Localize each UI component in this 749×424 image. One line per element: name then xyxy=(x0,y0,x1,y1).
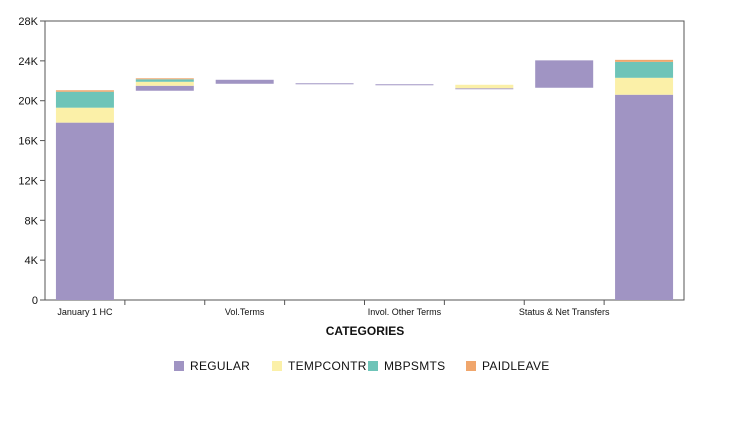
bar-tempcontr-5 xyxy=(455,84,514,89)
bar-paidleave-0 xyxy=(55,90,114,92)
bar-regular-4 xyxy=(375,84,434,86)
x-category-label: January 1 HC xyxy=(57,307,113,317)
legend-swatch-mbpsmts xyxy=(368,361,378,371)
y-tick-label: 4K xyxy=(25,255,39,267)
bar-regular-1 xyxy=(135,85,194,91)
bar-mbpsmts-7 xyxy=(615,61,674,78)
x-category-label: Status & Net Transfers xyxy=(519,307,610,317)
x-axis-title: CATEGORIES xyxy=(326,324,404,338)
y-tick-label: 8K xyxy=(25,215,39,227)
bar-regular-5 xyxy=(455,88,514,90)
legend-swatch-regular xyxy=(174,361,184,371)
x-category-label: Vol.Terms xyxy=(225,307,265,317)
legend-label-mbpsmts: MBPSMTS xyxy=(384,359,445,373)
legend-swatch-paidleave xyxy=(466,361,476,371)
bar-regular-3 xyxy=(295,83,354,85)
y-tick-label: 20K xyxy=(18,96,38,108)
bar-mbpsmts-0 xyxy=(55,91,114,108)
bar-tempcontr-7 xyxy=(615,77,674,95)
legend-label-tempcontr: TEMPCONTR xyxy=(288,359,367,373)
y-tick-label: 12K xyxy=(18,175,38,187)
y-tick-label: 28K xyxy=(18,16,38,28)
y-tick-label: 16K xyxy=(18,136,38,148)
bar-regular-6 xyxy=(535,60,594,88)
bar-tempcontr-1 xyxy=(135,81,194,86)
y-tick-label: 24K xyxy=(18,56,38,68)
bar-regular-2 xyxy=(215,79,274,84)
legend-label-paidleave: PAIDLEAVE xyxy=(482,359,550,373)
legend-swatch-tempcontr xyxy=(272,361,282,371)
bar-mbpsmts-1 xyxy=(135,79,194,82)
bar-paidleave-7 xyxy=(615,59,674,62)
bar-paidleave-1 xyxy=(135,78,194,80)
bar-regular-0 xyxy=(55,122,114,300)
bar-tempcontr-0 xyxy=(55,107,114,123)
y-tick-label: 0 xyxy=(32,295,38,307)
legend-label-regular: REGULAR xyxy=(190,359,250,373)
x-category-label: Invol. Other Terms xyxy=(368,307,442,317)
bar-regular-7 xyxy=(615,94,674,300)
